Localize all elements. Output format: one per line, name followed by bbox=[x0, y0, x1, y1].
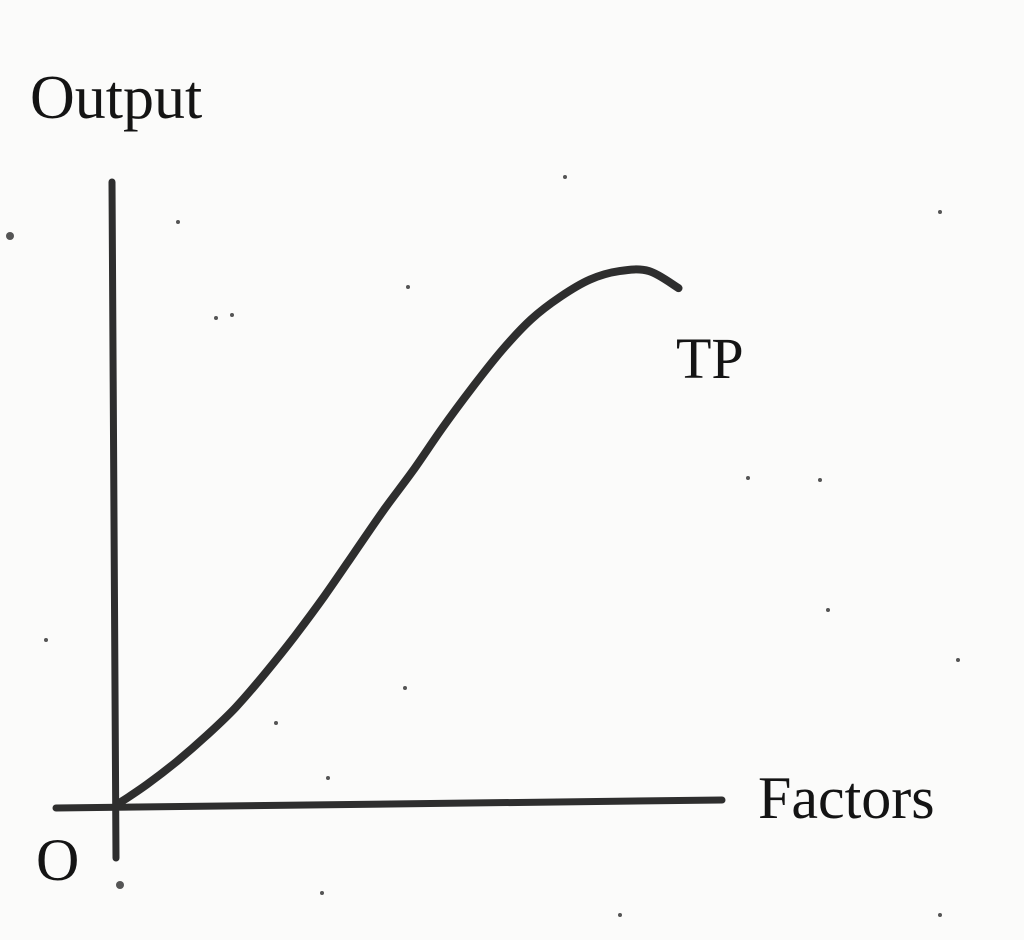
paper-speck bbox=[618, 913, 622, 917]
paper-speck bbox=[406, 285, 410, 289]
series-label-tp: TP bbox=[676, 326, 744, 391]
paper-speck bbox=[326, 776, 330, 780]
paper-speck bbox=[230, 313, 234, 317]
paper-speck bbox=[563, 175, 567, 179]
paper-speck bbox=[826, 608, 830, 612]
paper-speck bbox=[938, 210, 942, 214]
y-axis-line bbox=[108, 178, 120, 862]
paper-speck bbox=[6, 232, 14, 240]
paper-specks bbox=[6, 175, 960, 917]
paper-speck bbox=[214, 316, 218, 320]
paper-speck bbox=[818, 478, 822, 482]
paper-speck bbox=[956, 658, 960, 662]
y-axis-label: Output bbox=[30, 64, 202, 132]
x-axis-line bbox=[52, 796, 726, 812]
paper-speck bbox=[274, 721, 278, 725]
paper-speck bbox=[403, 686, 407, 690]
paper-speck bbox=[938, 913, 942, 917]
x-axis-label: Factors bbox=[758, 765, 935, 831]
paper-speck bbox=[746, 476, 750, 480]
paper-speck bbox=[176, 220, 180, 224]
paper-speck bbox=[320, 891, 324, 895]
paper-speck bbox=[116, 881, 124, 889]
tp-curve bbox=[114, 265, 683, 808]
origin-label: O bbox=[36, 827, 79, 893]
paper-speck bbox=[44, 638, 48, 642]
